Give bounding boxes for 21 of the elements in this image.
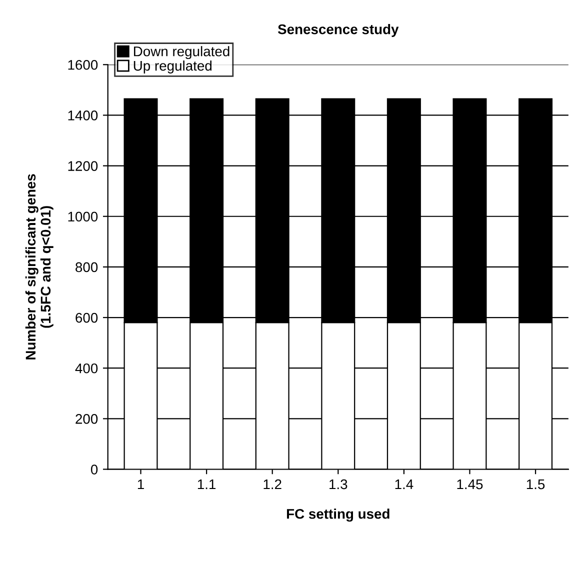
y-tick-label: 1400 (68, 110, 98, 120)
y-tick-label: 0 (90, 464, 98, 474)
y-tick-label: 1600 (68, 60, 98, 70)
legend-label: Up regulated (134, 60, 212, 74)
x-tick-label: 1 (138, 480, 144, 490)
y-tick-label: 600 (76, 312, 98, 323)
x-axis-title: FC setting used (286, 508, 390, 522)
y-tick-label: 400 (75, 363, 98, 374)
x-tick-label: 1.4 (395, 480, 414, 490)
y-axis-title: Number of significant genes (1.5FC and q<0.01) (25, 174, 54, 360)
x-tick-label: 1.3 (330, 479, 348, 490)
x-tick-label: 1.2 (264, 479, 282, 490)
y-tick-label: 800 (76, 262, 98, 272)
legend-label: Down regulated (134, 46, 230, 60)
x-tick-label: 1.45 (457, 480, 483, 490)
y-tick-label: 1200 (68, 161, 98, 171)
chart-title: Senescence study (278, 24, 399, 37)
x-tick-label: 1.5 (526, 480, 545, 490)
x-tick-label: 1.1 (198, 480, 216, 490)
y-tick-label: 200 (76, 414, 98, 424)
y-tick-label: 1000 (68, 212, 98, 222)
